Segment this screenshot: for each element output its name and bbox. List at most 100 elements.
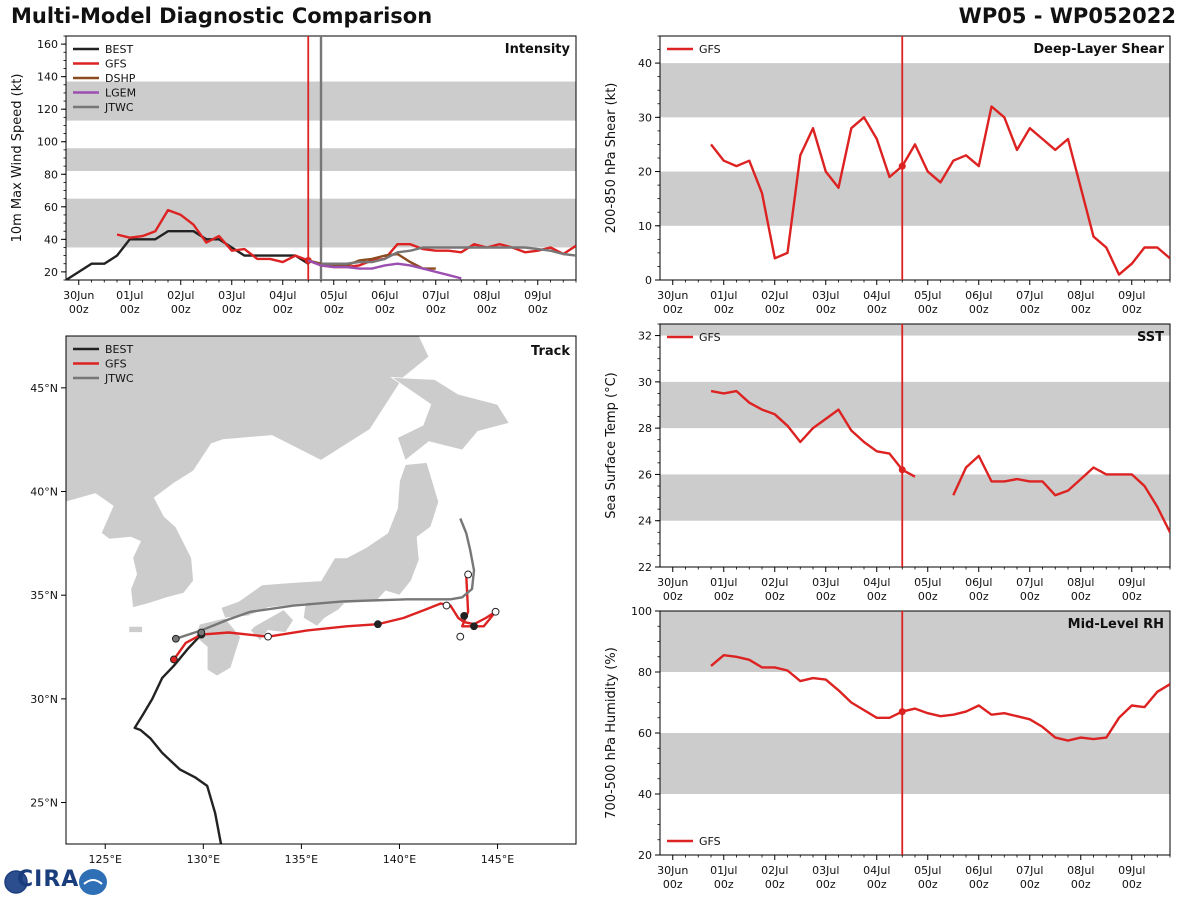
shear-xtick-label-hour: 00z bbox=[969, 303, 989, 316]
rh-xtick-label-day: 04Jul bbox=[863, 864, 890, 877]
intensity-xtick-label-hour: 00z bbox=[120, 303, 140, 316]
shear-xtick-label-day: 07Jul bbox=[1016, 289, 1043, 302]
shear-xtick-label-hour: 00z bbox=[816, 303, 836, 316]
sst-xtick-label-hour: 00z bbox=[1020, 590, 1040, 603]
sst-xtick-label-day: 02Jul bbox=[761, 576, 788, 589]
shear-xtick-label-day: 01Jul bbox=[710, 289, 737, 302]
shear-xtick-label-day: 08Jul bbox=[1067, 289, 1094, 302]
intensity-xtick-label-hour: 00z bbox=[477, 303, 497, 316]
sst-ytick-label: 30 bbox=[638, 376, 652, 389]
mainland-asia-land bbox=[66, 336, 430, 609]
sst-xtick-label-day: 30Jun bbox=[657, 576, 688, 589]
sst-band-0 bbox=[660, 474, 1170, 521]
shear-xtick-label-hour: 00z bbox=[918, 303, 938, 316]
intensity-xtick-label-day: 06Jul bbox=[371, 289, 398, 302]
sst-xtick-label-day: 01Jul bbox=[710, 576, 737, 589]
rh-xtick-label-hour: 00z bbox=[918, 878, 938, 891]
shear-ytick-label: 40 bbox=[638, 57, 652, 70]
shear-xtick-label-day: 03Jul bbox=[812, 289, 839, 302]
intensity-ytick-label: 80 bbox=[44, 168, 58, 181]
track-axes-frame bbox=[65, 335, 577, 845]
sst-xtick-label-hour: 00z bbox=[918, 590, 938, 603]
sst-xtick-label-hour: 00z bbox=[765, 590, 785, 603]
sst-ylabel: Sea Surface Temp (°C) bbox=[604, 372, 619, 519]
intensity-xtick-label-day: 05Jul bbox=[320, 289, 347, 302]
intensity-ytick-label: 160 bbox=[37, 38, 58, 51]
intensity-xtick-label-hour: 00z bbox=[273, 303, 293, 316]
rh-ytick-label: 20 bbox=[638, 849, 652, 862]
intensity-legend-label-gfs: GFS bbox=[105, 58, 127, 71]
rh-xtick-label-day: 03Jul bbox=[812, 864, 839, 877]
sst-ytick-label: 22 bbox=[638, 561, 652, 574]
sst-xtick-label-hour: 00z bbox=[867, 590, 887, 603]
figure-title: Multi-Model Diagnostic Comparison bbox=[11, 4, 433, 28]
sst-init-marker bbox=[898, 466, 906, 474]
shear-series-gfs bbox=[710, 105, 1170, 276]
shear-ytick-label: 0 bbox=[645, 274, 652, 287]
intensity-ytick-label: 20 bbox=[44, 266, 58, 279]
intensity-xtick-label-day: 07Jul bbox=[422, 289, 449, 302]
track-marker-jtwc bbox=[197, 628, 206, 637]
shear-xtick-label-day: 30Jun bbox=[657, 289, 688, 302]
shear-ylabel: 200-850 hPa Shear (kt) bbox=[604, 83, 619, 234]
track-marker-jtwc bbox=[171, 634, 180, 643]
intensity-xtick-label-hour: 00z bbox=[69, 303, 89, 316]
shear-xtick-label-hour: 00z bbox=[765, 303, 785, 316]
intensity-legend-label-dshp: DSHP bbox=[105, 72, 136, 85]
rh-ytick-label: 60 bbox=[638, 727, 652, 740]
track-ytick-label: 25°N bbox=[30, 797, 58, 810]
rh-xtick-label-day: 06Jul bbox=[965, 864, 992, 877]
shear-xtick-label-day: 09Jul bbox=[1118, 289, 1145, 302]
rh-init-marker bbox=[898, 708, 906, 716]
sst-xtick-label-day: 07Jul bbox=[1016, 576, 1043, 589]
rh-xtick-label-hour: 00z bbox=[663, 878, 683, 891]
track-panel: 125°E 130°E 135°E 140°E 145°E 25°N 30°N 35°N 40°… bbox=[30, 335, 577, 866]
shear-ytick-label: 10 bbox=[638, 220, 652, 233]
intensity-xtick-label-hour: 00z bbox=[426, 303, 446, 316]
track-series-jtwc bbox=[175, 518, 476, 640]
shikoku-land bbox=[249, 609, 295, 642]
rh-series-gfs bbox=[710, 654, 1170, 742]
rh-xtick-label-hour: 00z bbox=[1122, 878, 1142, 891]
rh-band-0 bbox=[660, 733, 1170, 794]
rh-xtick-label-day: 09Jul bbox=[1118, 864, 1145, 877]
intensity-xtick-label-hour: 00z bbox=[171, 303, 191, 316]
sst-xtick-label-day: 03Jul bbox=[812, 576, 839, 589]
intensity-xtick-label-hour: 00z bbox=[528, 303, 548, 316]
rh-xtick-label-hour: 00z bbox=[1071, 878, 1091, 891]
hokkaido-land bbox=[390, 377, 510, 462]
sst-ytick-label: 28 bbox=[638, 422, 652, 435]
shear-xtick-label-hour: 00z bbox=[663, 303, 683, 316]
intensity-xtick-label-day: 04Jul bbox=[269, 289, 296, 302]
track-marker-gfs bbox=[470, 622, 478, 631]
track-legend-label-best: BEST bbox=[105, 343, 133, 356]
intensity-series-lgem bbox=[307, 259, 462, 280]
rh-xtick-label-hour: 00z bbox=[816, 878, 836, 891]
sst-xtick-label-hour: 00z bbox=[663, 590, 683, 603]
shear-ytick-label: 30 bbox=[638, 111, 652, 124]
track-xtick-label: 130°E bbox=[187, 853, 220, 866]
shear-band-1 bbox=[660, 63, 1170, 118]
rh-xtick-label-hour: 00z bbox=[765, 878, 785, 891]
shear-xtick-label-hour: 00z bbox=[714, 303, 734, 316]
shear-panel: 01020304030Jun00z01Jul00z02Jul00z03Jul00… bbox=[604, 35, 1171, 316]
sst-xtick-label-day: 04Jul bbox=[863, 576, 890, 589]
shear-xtick-label-hour: 00z bbox=[1122, 303, 1142, 316]
rh-xtick-label-hour: 00z bbox=[969, 878, 989, 891]
intensity-xtick-label-day: 30Jun bbox=[63, 289, 94, 302]
rh-panel: 2040608010030Jun00z01Jul00z02Jul00z03Jul… bbox=[604, 605, 1171, 891]
shear-xtick-label-day: 02Jul bbox=[761, 289, 788, 302]
shear-init-marker bbox=[898, 162, 906, 170]
track-title: Track bbox=[531, 344, 570, 359]
track-legend-label-gfs: GFS bbox=[105, 358, 127, 371]
rh-ytick-label: 100 bbox=[631, 605, 652, 618]
intensity-xtick-label-day: 08Jul bbox=[473, 289, 500, 302]
intensity-xtick-label-day: 02Jul bbox=[167, 289, 194, 302]
shear-title: Deep-Layer Shear bbox=[1033, 42, 1164, 57]
honshu-land bbox=[220, 462, 440, 627]
track-xtick-label: 140°E bbox=[383, 853, 416, 866]
shear-band-0 bbox=[660, 171, 1170, 226]
intensity-ytick-label: 120 bbox=[37, 103, 58, 116]
intensity-xtick-label-day: 09Jul bbox=[524, 289, 551, 302]
